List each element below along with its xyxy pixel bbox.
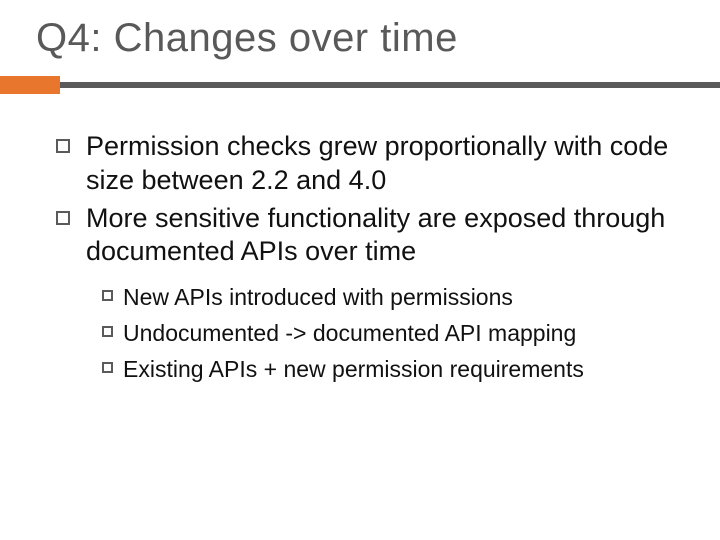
horizontal-rule [60,82,720,88]
square-bullet-icon [56,211,70,225]
bullet-text: Existing APIs + new permission requireme… [123,355,584,385]
slide: Q4: Changes over time Permission checks … [0,0,720,540]
accent-block [0,76,60,94]
bullet-text: New APIs introduced with permissions [123,283,513,313]
list-item: Existing APIs + new permission requireme… [102,355,680,385]
square-bullet-icon [102,362,113,373]
list-item: More sensitive functionality are exposed… [56,202,680,270]
square-bullet-icon [56,139,70,153]
list-item: New APIs introduced with permissions [102,283,680,313]
slide-body: Permission checks grew proportionally wi… [56,130,680,391]
bullet-text: Permission checks grew proportionally wi… [86,130,680,198]
list-item: Permission checks grew proportionally wi… [56,130,680,198]
square-bullet-icon [102,326,113,337]
square-bullet-icon [102,290,113,301]
list-item: Undocumented -> documented API mapping [102,319,680,349]
bullet-text: More sensitive functionality are exposed… [86,202,680,270]
slide-title: Q4: Changes over time [36,16,458,61]
bullet-text: Undocumented -> documented API mapping [123,319,576,349]
title-underline [0,76,720,94]
sub-list: New APIs introduced with permissions Und… [102,283,680,385]
